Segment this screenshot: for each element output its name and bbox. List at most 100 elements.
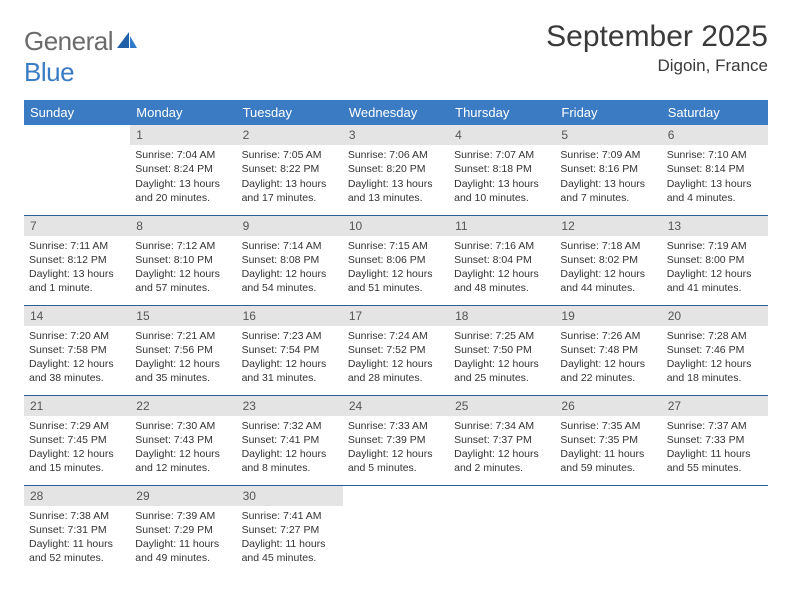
day-number: 3 <box>343 125 449 145</box>
day-number: 1 <box>130 125 236 145</box>
weekday-header: Saturday <box>662 100 768 125</box>
sunrise-text: Sunrise: 7:28 AM <box>667 329 763 343</box>
daylight-text: Daylight: 11 hours and 49 minutes. <box>135 537 231 565</box>
calendar-day-cell: 7Sunrise: 7:11 AMSunset: 8:12 PMDaylight… <box>24 215 130 305</box>
calendar-day-cell: 22Sunrise: 7:30 AMSunset: 7:43 PMDayligh… <box>130 395 236 485</box>
daylight-text: Daylight: 11 hours and 52 minutes. <box>29 537 125 565</box>
day-body: Sunrise: 7:26 AMSunset: 7:48 PMDaylight:… <box>555 326 661 391</box>
weekday-header: Thursday <box>449 100 555 125</box>
daylight-text: Daylight: 13 hours and 17 minutes. <box>242 177 338 205</box>
calendar-day-cell: 10Sunrise: 7:15 AMSunset: 8:06 PMDayligh… <box>343 215 449 305</box>
weekday-header: Tuesday <box>237 100 343 125</box>
weekday-header: Wednesday <box>343 100 449 125</box>
brand-part1: General <box>24 26 113 56</box>
calendar-week-row: 14Sunrise: 7:20 AMSunset: 7:58 PMDayligh… <box>24 305 768 395</box>
day-number: 10 <box>343 216 449 236</box>
daylight-text: Daylight: 12 hours and 41 minutes. <box>667 267 763 295</box>
sunrise-text: Sunrise: 7:21 AM <box>135 329 231 343</box>
sunset-text: Sunset: 7:50 PM <box>454 343 550 357</box>
sunrise-text: Sunrise: 7:38 AM <box>29 509 125 523</box>
sunrise-text: Sunrise: 7:32 AM <box>242 419 338 433</box>
day-number: 22 <box>130 396 236 416</box>
sunset-text: Sunset: 8:00 PM <box>667 253 763 267</box>
sunset-text: Sunset: 7:35 PM <box>560 433 656 447</box>
day-body: Sunrise: 7:05 AMSunset: 8:22 PMDaylight:… <box>237 145 343 210</box>
sunrise-text: Sunrise: 7:30 AM <box>135 419 231 433</box>
month-title: September 2025 <box>546 20 768 54</box>
day-body: Sunrise: 7:28 AMSunset: 7:46 PMDaylight:… <box>662 326 768 391</box>
sail-icon <box>115 26 139 57</box>
daylight-text: Daylight: 12 hours and 54 minutes. <box>242 267 338 295</box>
day-number: 29 <box>130 486 236 506</box>
day-body: Sunrise: 7:32 AMSunset: 7:41 PMDaylight:… <box>237 416 343 481</box>
day-number: 26 <box>555 396 661 416</box>
sunrise-text: Sunrise: 7:34 AM <box>454 419 550 433</box>
day-number: 7 <box>24 216 130 236</box>
calendar-day-cell: 30Sunrise: 7:41 AMSunset: 7:27 PMDayligh… <box>237 485 343 575</box>
sunset-text: Sunset: 8:04 PM <box>454 253 550 267</box>
day-number: 30 <box>237 486 343 506</box>
sunrise-text: Sunrise: 7:35 AM <box>560 419 656 433</box>
sunset-text: Sunset: 7:39 PM <box>348 433 444 447</box>
day-body: Sunrise: 7:20 AMSunset: 7:58 PMDaylight:… <box>24 326 130 391</box>
sunset-text: Sunset: 7:56 PM <box>135 343 231 357</box>
calendar-day-cell: 15Sunrise: 7:21 AMSunset: 7:56 PMDayligh… <box>130 305 236 395</box>
day-number: 13 <box>662 216 768 236</box>
day-number: 6 <box>662 125 768 145</box>
daylight-text: Daylight: 12 hours and 38 minutes. <box>29 357 125 385</box>
daylight-text: Daylight: 12 hours and 44 minutes. <box>560 267 656 295</box>
calendar-day-cell: 3Sunrise: 7:06 AMSunset: 8:20 PMDaylight… <box>343 125 449 215</box>
day-body: Sunrise: 7:12 AMSunset: 8:10 PMDaylight:… <box>130 236 236 301</box>
day-number: 21 <box>24 396 130 416</box>
day-body: Sunrise: 7:21 AMSunset: 7:56 PMDaylight:… <box>130 326 236 391</box>
day-body: Sunrise: 7:25 AMSunset: 7:50 PMDaylight:… <box>449 326 555 391</box>
sunrise-text: Sunrise: 7:41 AM <box>242 509 338 523</box>
day-body: Sunrise: 7:07 AMSunset: 8:18 PMDaylight:… <box>449 145 555 210</box>
day-number: 8 <box>130 216 236 236</box>
daylight-text: Daylight: 12 hours and 22 minutes. <box>560 357 656 385</box>
day-body: Sunrise: 7:16 AMSunset: 8:04 PMDaylight:… <box>449 236 555 301</box>
calendar-day-cell: 11Sunrise: 7:16 AMSunset: 8:04 PMDayligh… <box>449 215 555 305</box>
daylight-text: Daylight: 11 hours and 59 minutes. <box>560 447 656 475</box>
daylight-text: Daylight: 11 hours and 55 minutes. <box>667 447 763 475</box>
sunrise-text: Sunrise: 7:19 AM <box>667 239 763 253</box>
daylight-text: Daylight: 12 hours and 48 minutes. <box>454 267 550 295</box>
daylight-text: Daylight: 12 hours and 8 minutes. <box>242 447 338 475</box>
weekday-header: Friday <box>555 100 661 125</box>
sunrise-text: Sunrise: 7:04 AM <box>135 148 231 162</box>
calendar-table: Sunday Monday Tuesday Wednesday Thursday… <box>24 100 768 575</box>
day-number: 20 <box>662 306 768 326</box>
sunset-text: Sunset: 7:29 PM <box>135 523 231 537</box>
day-body: Sunrise: 7:39 AMSunset: 7:29 PMDaylight:… <box>130 506 236 571</box>
sunset-text: Sunset: 8:18 PM <box>454 162 550 176</box>
calendar-day-cell: 16Sunrise: 7:23 AMSunset: 7:54 PMDayligh… <box>237 305 343 395</box>
calendar-day-cell: 20Sunrise: 7:28 AMSunset: 7:46 PMDayligh… <box>662 305 768 395</box>
calendar-day-cell: 29Sunrise: 7:39 AMSunset: 7:29 PMDayligh… <box>130 485 236 575</box>
sunrise-text: Sunrise: 7:20 AM <box>29 329 125 343</box>
calendar-day-cell: 13 Sunrise: 7:19 AMSunset: 8:00 PMDayligh… <box>662 215 768 305</box>
sunrise-text: Sunrise: 7:15 AM <box>348 239 444 253</box>
day-body: Sunrise: 7:24 AMSunset: 7:52 PMDaylight:… <box>343 326 449 391</box>
day-number: 17 <box>343 306 449 326</box>
day-number: 19 <box>555 306 661 326</box>
calendar-day-cell: 26 Sunrise: 7:35 AMSunset: 7:35 PMDayligh… <box>555 395 661 485</box>
day-body: Sunrise: 7:06 AMSunset: 8:20 PMDaylight:… <box>343 145 449 210</box>
sunrise-text: Sunrise: 7:16 AM <box>454 239 550 253</box>
calendar-day-cell: . <box>343 485 449 575</box>
day-number: 14 <box>24 306 130 326</box>
daylight-text: Daylight: 12 hours and 12 minutes. <box>135 447 231 475</box>
calendar-day-cell: 24Sunrise: 7:33 AMSunset: 7:39 PMDayligh… <box>343 395 449 485</box>
sunrise-text: Sunrise: 7:05 AM <box>242 148 338 162</box>
sunset-text: Sunset: 7:27 PM <box>242 523 338 537</box>
weekday-header: Monday <box>130 100 236 125</box>
sunset-text: Sunset: 8:20 PM <box>348 162 444 176</box>
daylight-text: Daylight: 13 hours and 13 minutes. <box>348 177 444 205</box>
calendar-week-row: 28Sunrise: 7:38 AMSunset: 7:31 PMDayligh… <box>24 485 768 575</box>
daylight-text: Daylight: 12 hours and 28 minutes. <box>348 357 444 385</box>
brand-text: GeneralBlue <box>24 26 139 88</box>
day-body: Sunrise: 7:04 AMSunset: 8:24 PMDaylight:… <box>130 145 236 210</box>
calendar-week-row: 21Sunrise: 7:29 AMSunset: 7:45 PMDayligh… <box>24 395 768 485</box>
sunrise-text: Sunrise: 7:26 AM <box>560 329 656 343</box>
sunrise-text: Sunrise: 7:25 AM <box>454 329 550 343</box>
calendar-day-cell: 23Sunrise: 7:32 AMSunset: 7:41 PMDayligh… <box>237 395 343 485</box>
